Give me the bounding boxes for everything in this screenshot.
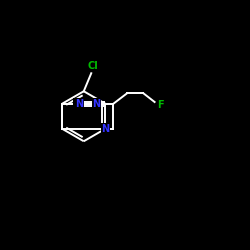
Text: N: N	[75, 99, 83, 109]
Text: N: N	[101, 124, 110, 134]
Text: N: N	[74, 99, 82, 109]
Text: Cl: Cl	[87, 61, 98, 71]
Text: N: N	[92, 99, 100, 109]
Text: F: F	[157, 100, 164, 110]
